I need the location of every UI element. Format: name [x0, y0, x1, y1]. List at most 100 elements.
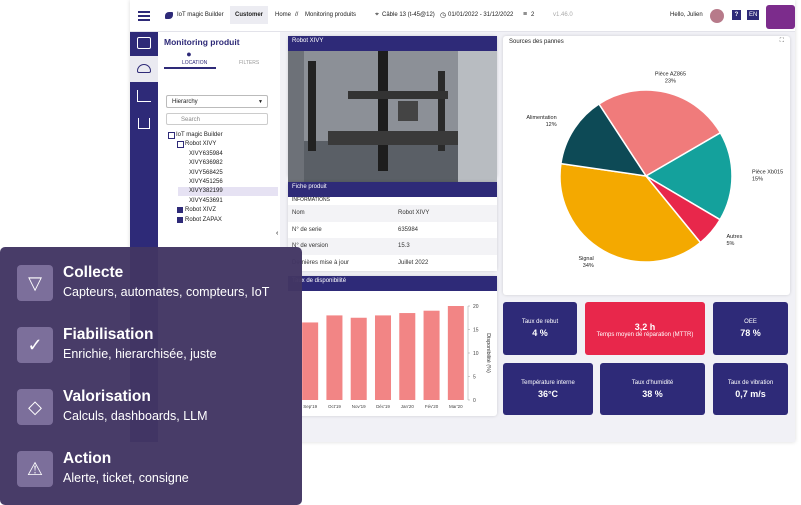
nav-icon[interactable]: [138, 118, 150, 129]
tree-item[interactable]: XIVY568425: [189, 169, 223, 176]
tree: IoT magic Builder Robot XIVY XIVY635984 XIV…: [158, 32, 280, 442]
feature-title: Collecte: [63, 264, 124, 281]
nav-icon[interactable]: [137, 90, 151, 102]
info-table: Nom Robot XIVY N° de serie 635984 N° de vers…: [288, 205, 497, 271]
section-title: INFORMATIONS: [292, 197, 330, 203]
card-title: Robot XIVY: [292, 38, 324, 44]
bar: [374, 315, 392, 400]
info-value: 635984: [398, 226, 419, 233]
slice-label: Pièce AZ865: [655, 72, 686, 78]
search-placeholder: Search: [181, 117, 201, 123]
fiche-card: Fiche produit INFORMATIONS Nom Robot XIVY…: [288, 182, 497, 271]
expand-icon[interactable]: ⛶: [779, 38, 784, 44]
tab-underline: [164, 67, 216, 69]
info-label: N° de serie: [292, 226, 322, 233]
collapse[interactable]: ‹: [276, 230, 279, 237]
x-tick-label: Mar'20: [449, 404, 463, 409]
y-tick-label: 15: [473, 328, 479, 334]
info-row: N° de serie 635984: [288, 221, 497, 238]
info-value: 15.3: [398, 243, 410, 249]
y-tick-label: 0: [473, 398, 476, 404]
tree-item[interactable]: Robot ZAPAX: [185, 216, 222, 223]
bar: [326, 315, 343, 400]
slice-value: 15%: [752, 176, 763, 182]
info-value: Juillet 2022: [398, 259, 429, 266]
x-tick-label: Jan'20: [401, 404, 415, 409]
card-header: Robot XIVY: [288, 36, 497, 51]
expand-box[interactable]: [177, 216, 183, 223]
avatar[interactable]: [710, 9, 724, 23]
expand-box[interactable]: [177, 141, 184, 149]
pin-icon: ⌖: [375, 11, 379, 18]
tree-item[interactable]: IoT magic Builder: [176, 132, 223, 138]
expand-box[interactable]: [177, 207, 183, 214]
help-button[interactable]: ?: [732, 10, 741, 20]
language[interactable]: EN: [747, 10, 760, 20]
tree-item[interactable]: Robot XIVZ: [185, 207, 217, 214]
hierarchy-select[interactable]: Hierarchy ▼: [166, 95, 268, 108]
bar: [302, 322, 319, 400]
nav-icon[interactable]: [137, 37, 151, 49]
card-header: Fiche produit: [288, 182, 497, 197]
feature-title: Action: [63, 450, 112, 467]
slice-label: Pièce Xb015: [752, 169, 783, 175]
bar: [350, 317, 367, 400]
top-bar: IoT magic Builder Customer Home // Monit…: [130, 0, 795, 32]
caret: ▼: [258, 99, 263, 105]
feature-icon: ▽: [17, 265, 53, 301]
x-tick-label: Oct'19: [328, 404, 341, 409]
menu-button[interactable]: [138, 11, 150, 21]
pie-slice: [644, 131, 733, 221]
slice-label: Autres: [726, 234, 742, 240]
slice-value: 12%: [546, 122, 557, 128]
tree-item[interactable]: XIVY635984: [189, 150, 223, 157]
date-range[interactable]: 01/01/2022 - 31/12/2022: [448, 12, 514, 18]
customer-tab[interactable]: Customer: [230, 6, 269, 24]
search-input[interactable]: Search: [166, 113, 268, 125]
app-name: IoT magic Builder: [177, 12, 224, 18]
select-text: Hierarchy: [172, 99, 198, 105]
card-title: Taux de disponibilité: [292, 278, 347, 284]
location-icon: ●: [186, 49, 192, 59]
x-tick-label: Déc'19: [376, 404, 390, 409]
card-title: Sources des pannes: [509, 39, 564, 45]
breadcrumb-separator: //: [295, 12, 299, 18]
product-card: Robot XIVY: [288, 36, 497, 182]
info-row: N° de version 15.3: [288, 238, 497, 255]
info-label: Nom: [292, 210, 305, 216]
breadcrumb: Monitoring produits: [305, 12, 357, 18]
y-tick-label: 20: [473, 304, 479, 310]
feature-title: Valorisation: [63, 388, 151, 405]
slice-label: Signal: [578, 256, 593, 262]
settings-button[interactable]: [766, 5, 795, 29]
feature-subtitle: Capteurs, automates, compteurs, IoT: [63, 285, 270, 299]
slice-label: Alimentation: [526, 115, 556, 121]
tab[interactable]: LOCATION: [182, 60, 208, 66]
info-row: Dernières mise à jour Juillet 2022: [288, 254, 497, 271]
y-tick-label: 5: [473, 375, 476, 381]
logo: [165, 12, 173, 19]
filter-count[interactable]: 2: [531, 12, 535, 18]
tree-item[interactable]: XIVY382199: [189, 188, 223, 195]
info-label: N° de version: [292, 243, 329, 249]
tree-item[interactable]: Robot XIVY: [185, 141, 217, 148]
panel-title: Monitoring produit: [164, 37, 240, 47]
breadcrumb[interactable]: Home: [275, 12, 292, 18]
tab[interactable]: FILTERS: [239, 60, 260, 66]
product-image: [288, 51, 497, 182]
bar: [423, 310, 440, 400]
version: v1.46.0: [553, 12, 573, 18]
location[interactable]: Câble 13 (t-45@12): [382, 12, 435, 18]
clock-icon: ◷: [440, 12, 447, 19]
tree-item[interactable]: XIVY636982: [189, 160, 223, 167]
x-tick-label: Fév'20: [425, 404, 439, 409]
card-title: Fiche produit: [292, 184, 327, 190]
slice-value: 34%: [583, 263, 594, 269]
tree-item[interactable]: XIVY453691: [189, 197, 223, 204]
x-tick-label: Sep'19: [303, 404, 317, 409]
tree-item[interactable]: XIVY451256: [189, 179, 223, 185]
nav-active[interactable]: [130, 56, 158, 82]
expand-box[interactable]: [168, 132, 175, 139]
